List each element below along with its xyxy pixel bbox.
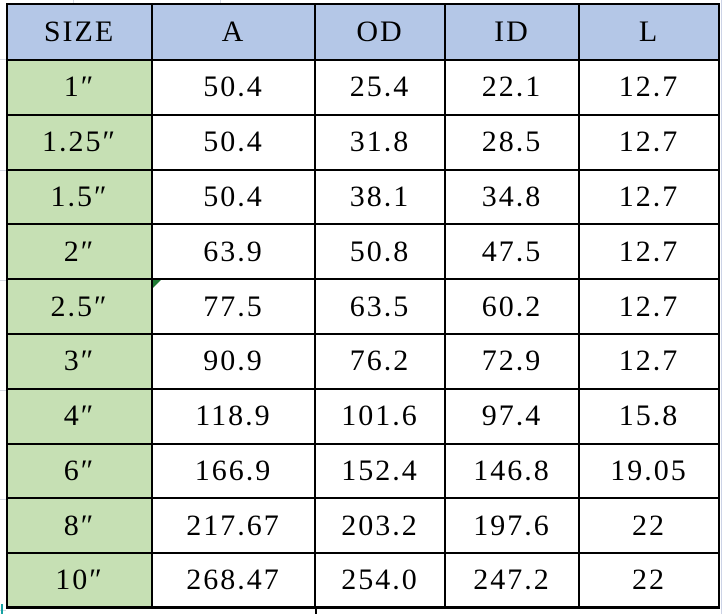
table-row: 1.25″ 50.4 31.8 28.5 12.7 [6, 113, 720, 171]
value-cell[interactable]: 47.5 [444, 223, 580, 281]
value-cell[interactable]: 31.8 [314, 113, 446, 171]
value-cell[interactable]: 19.05 [578, 442, 720, 500]
value-cell[interactable]: 254.0 [314, 552, 446, 609]
value-cell[interactable]: 146.8 [444, 442, 580, 500]
value-cell[interactable]: 12.7 [578, 332, 720, 390]
table-row: 4″ 118.9 101.6 97.4 15.8 [6, 387, 720, 445]
value-cell[interactable]: 22 [578, 497, 720, 555]
value-cell[interactable]: 50.8 [314, 223, 446, 281]
value-cell[interactable]: 25.4 [314, 59, 446, 116]
table-row: 2″ 63.9 50.8 47.5 12.7 [6, 223, 720, 281]
value-cell[interactable]: 77.5 [151, 278, 316, 335]
value-cell[interactable]: 12.7 [578, 168, 720, 226]
value-cell[interactable]: 203.2 [314, 497, 446, 555]
size-cell[interactable]: 6″ [6, 442, 153, 500]
value-cell[interactable]: 15.8 [578, 387, 720, 445]
value-cell[interactable]: 166.9 [151, 442, 316, 500]
gridline-top-1 [73, 0, 74, 4]
value-cell[interactable]: 22.1 [444, 59, 580, 116]
size-cell[interactable]: 1″ [6, 59, 153, 116]
table-header: SIZE A OD ID L [6, 3, 720, 61]
size-cell[interactable]: 4″ [6, 387, 153, 445]
size-cell[interactable]: 1.25″ [6, 113, 153, 171]
value-cell[interactable]: 28.5 [444, 113, 580, 171]
value-cell[interactable]: 12.7 [578, 223, 720, 281]
gridline-top-2 [220, 0, 221, 4]
teal-edge-mark [1, 604, 3, 614]
header-cell-l[interactable]: L [578, 3, 720, 61]
smart-tag-triangle-icon [154, 281, 161, 289]
value-cell[interactable]: 72.9 [444, 332, 580, 390]
value-cell[interactable]: 63.5 [314, 278, 446, 335]
gridline-left-4 [0, 390, 6, 391]
gridline-left-5 [0, 499, 6, 500]
dimension-table: SIZE A OD ID L 1″ 50.4 25.4 22.1 12.7 1.25″ 50… [6, 3, 720, 610]
value-cell[interactable]: 101.6 [314, 387, 446, 445]
value-cell[interactable]: 197.6 [444, 497, 580, 555]
header-cell-od[interactable]: OD [314, 3, 446, 61]
header-cell-a[interactable]: A [151, 3, 316, 61]
size-cell[interactable]: 10″ [6, 552, 153, 609]
header-cell-size[interactable]: SIZE [6, 3, 153, 61]
value-cell[interactable]: 12.7 [578, 113, 720, 171]
value-cell[interactable]: 152.4 [314, 442, 446, 500]
size-cell[interactable]: 2″ [6, 223, 153, 281]
gridline-right [721, 0, 722, 614]
value-cell[interactable]: 76.2 [314, 332, 446, 390]
value-cell[interactable]: 118.9 [151, 387, 316, 445]
table-row: 1″ 50.4 25.4 22.1 12.7 [6, 59, 720, 116]
table-body: 1″ 50.4 25.4 22.1 12.7 1.25″ 50.4 31.8 28.5 12.7 1… [6, 59, 720, 609]
gridline-bottom [0, 610, 6, 611]
value-cell[interactable]: 268.47 [151, 552, 316, 609]
value-cell[interactable]: 12.7 [578, 278, 720, 335]
size-cell[interactable]: 3″ [6, 332, 153, 390]
table-row: 10″ 268.47 254.0 247.2 22 [6, 552, 720, 609]
gridline-left-2 [0, 170, 6, 171]
gridline-left-3 [0, 280, 6, 281]
value-cell[interactable]: 50.4 [151, 59, 316, 116]
table-row: 3″ 90.9 76.2 72.9 12.7 [6, 332, 720, 390]
value-cell[interactable]: 12.7 [578, 59, 720, 116]
value-cell[interactable]: 97.4 [444, 387, 580, 445]
value-cell[interactable]: 217.67 [151, 497, 316, 555]
value-cell[interactable]: 22 [578, 552, 720, 609]
header-row: SIZE A OD ID L [6, 3, 720, 61]
size-cell[interactable]: 1.5″ [6, 168, 153, 226]
table-row: 1.5″ 50.4 38.1 34.8 12.7 [6, 168, 720, 226]
gridline-left-1 [0, 59, 6, 60]
column-border-stub [315, 607, 317, 614]
size-cell[interactable]: 2.5″ [6, 278, 153, 335]
value-cell[interactable]: 63.9 [151, 223, 316, 281]
value-cell[interactable]: 247.2 [444, 552, 580, 609]
value-cell[interactable]: 34.8 [444, 168, 580, 226]
value-cell[interactable]: 38.1 [314, 168, 446, 226]
value-cell[interactable]: 50.4 [151, 113, 316, 171]
table-row: 6″ 166.9 152.4 146.8 19.05 [6, 442, 720, 500]
header-cell-id[interactable]: ID [444, 3, 580, 61]
value-cell[interactable]: 60.2 [444, 278, 580, 335]
size-cell[interactable]: 8″ [6, 497, 153, 555]
value-cell[interactable]: 90.9 [151, 332, 316, 390]
table-row: 2.5″ 77.5 63.5 60.2 12.7 [6, 278, 720, 335]
table-row: 8″ 217.67 203.2 197.6 22 [6, 497, 720, 555]
value-cell[interactable]: 50.4 [151, 168, 316, 226]
